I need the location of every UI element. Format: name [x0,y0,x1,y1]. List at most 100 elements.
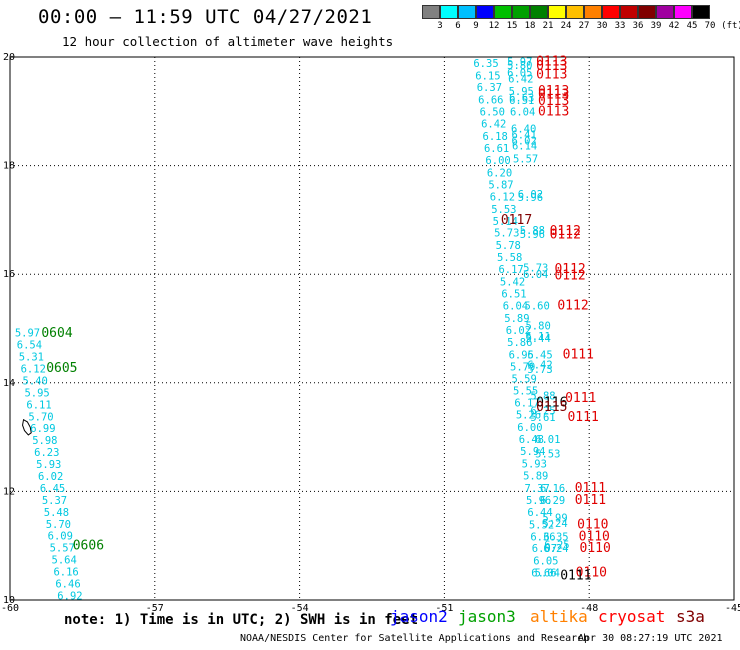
wave-height-label: 6.02 [511,135,536,147]
legend-swatch [440,5,458,19]
wave-height-label: 5.52 [529,519,554,531]
wave-height-label: 6.23 [34,447,59,459]
wave-height-label: 6.02 [38,471,63,483]
wave-height-label: 6.95 [509,349,534,361]
wave-height-label: 5.14 [493,216,518,228]
legend-swatch [422,5,440,19]
wave-height-label: 5.42 [500,277,525,289]
wave-height-label: 5.94 [520,446,545,458]
pass-id-label: 0113 [538,87,569,102]
page-title: 00:00 – 11:59 UTC 04/27/2021 [38,6,373,28]
wave-height-label: 5.04 [535,568,560,580]
wave-height-label: 5.60 [525,300,550,312]
wave-height-label: 6.00 [485,155,510,167]
wave-height-label: 5.88 [520,225,545,237]
y-tick-label: 10 [3,595,15,606]
wave-height-label: 6.37 [477,82,502,94]
x-tick-label: -54 [291,603,309,614]
wave-height-label: 6.35 [473,58,498,70]
wave-height-label: 6.07 [532,543,557,555]
wave-height-label: 5.26 [516,410,541,422]
wave-height-label: 6.29 [540,495,565,507]
pass-id-label: 0113 [536,59,567,74]
wave-height-label: 6.12 [490,191,515,203]
pass-id-label: 0111 [575,493,606,508]
wave-height-label: 6.02 [506,325,531,337]
island-outline [22,418,32,436]
wave-height-label: 6.04 [503,300,528,312]
pass-id-label: 0116 [536,396,567,411]
pass-id-label: 0604 [41,326,72,341]
pass-id-label: 0112 [550,224,581,239]
wave-height-label: 6.42 [527,360,552,372]
wave-height-label: 6.48 [519,434,544,446]
wave-height-label: 5.96 [520,229,545,241]
note-text: note: 1) Time is in UTC; 2) SWH is in fe… [64,612,419,628]
y-tick-label: 18 [3,161,15,172]
wave-height-label: 6.20 [487,167,512,179]
y-tick-label: 14 [3,378,15,389]
wave-height-label: 6.02 [518,189,543,201]
wave-height-label: 6.12 [21,363,46,375]
y-tick-label: 16 [3,269,15,280]
pass-id-label: 0113 [538,94,569,109]
wave-height-label: 5.98 [32,435,57,447]
wave-height-label: 6.01 [535,434,560,446]
legend-label: 39 [650,21,662,31]
legend-label: 12 [488,21,500,31]
legend-label: 70 [704,21,716,31]
wave-height-label: 5.88 [530,391,555,403]
wave-height-label: 6.25 [544,539,569,551]
pass-id-label: 0117 [501,213,532,228]
pass-id-label: 0111 [565,391,596,406]
wave-height-label: 5.40 [23,375,48,387]
mission-label-altika: altika [530,607,588,626]
wave-height-label: 6.18 [483,131,508,143]
wave-height-label: 5.73 [527,364,552,376]
wave-height-label: 5.80 [525,321,550,333]
x-tick-label: -60 [1,603,19,614]
wave-height-label: 6.45 [40,483,65,495]
pass-id-label: 0111 [560,568,591,583]
legend-swatch [674,5,692,19]
mission-label-cryosat: cryosat [598,607,666,626]
wave-height-label: 6.09 [48,531,73,543]
legend-label: 45 [686,21,698,31]
wave-height-label: 6.35 [543,531,568,543]
wave-height-label: 5.93 [36,459,61,471]
pass-id-label: 0111 [567,410,598,425]
pass-id-label: 0113 [538,105,569,120]
wave-height-label: 5.73 [523,262,548,274]
wave-height-label: 6.51 [501,289,526,301]
legend-label: 9 [473,21,479,31]
wave-height-label: 6.41 [511,129,536,141]
wave-height-label: 6.61 [484,143,509,155]
wave-height-label: 5.61 [530,412,555,424]
wave-height-label: 6.11 [26,399,51,411]
wave-height-label: 5.89 [504,313,529,325]
legend-swatch [512,5,530,19]
pass-id-label: 0606 [73,539,104,554]
wave-height-label: 5.87 [488,179,513,191]
pass-id-label: 0112 [550,227,581,242]
mission-label-jason2: jason2 [390,607,448,626]
legend-swatch [620,5,638,19]
legend-swatch [602,5,620,19]
x-tick-label: -57 [146,603,164,614]
wave-height-label: 6.63 [509,93,534,105]
wave-height-label: 6.17 [498,264,523,276]
page-subtitle: 12 hour collection of altimeter wave hei… [62,34,394,49]
pass-id-label: 0111 [575,481,606,496]
legend-label: 24 [560,21,572,31]
legend-swatch [638,5,656,19]
legend-label: (ft) [721,21,740,31]
legend-swatch [656,5,674,19]
wave-height-label: 5.59 [511,373,536,385]
pass-id-label: 0111 [563,347,594,362]
wave-height-label: 5.53 [535,449,560,461]
wave-height-label: 6.16 [540,483,565,495]
wave-height-label: 6.46 [55,579,80,591]
wave-height-label: 6.45 [527,349,552,361]
